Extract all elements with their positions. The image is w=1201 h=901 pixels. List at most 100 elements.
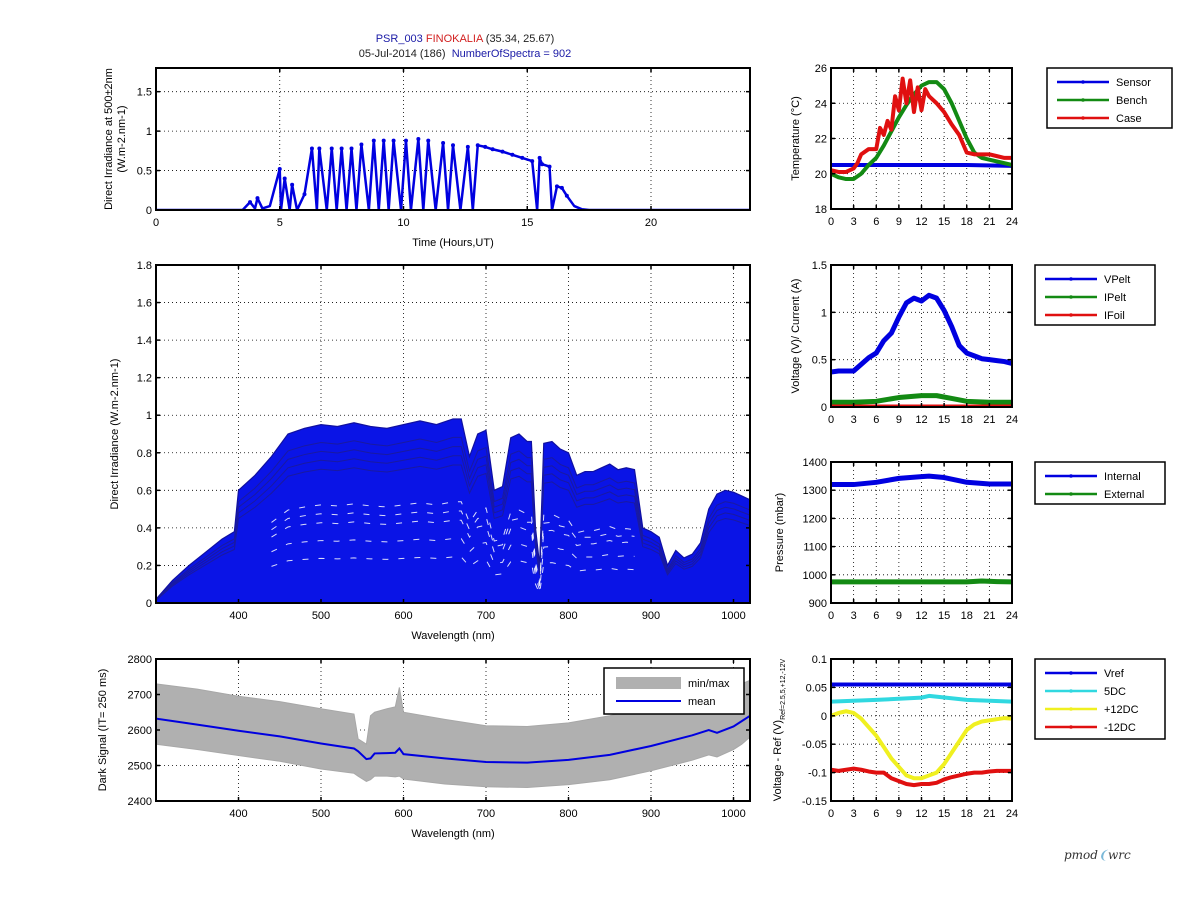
tick-label-y: 0.8 <box>137 448 152 460</box>
data-point <box>349 146 354 151</box>
y-axis-label: Direct Irradiance at 500±2nm <box>103 68 115 210</box>
legend-marker <box>1069 725 1073 729</box>
instrument-name: PSR_003 <box>375 33 423 45</box>
plot-area <box>156 418 750 603</box>
tick-label-x: 0 <box>828 610 834 622</box>
data-point <box>559 185 564 190</box>
legend: min/max mean <box>603 667 745 715</box>
data-point <box>540 162 545 167</box>
tick-label-x: 800 <box>559 610 577 622</box>
series-line-5dc <box>831 693 1012 704</box>
pmod-wrc-logo: pmod❨wrc <box>1064 848 1131 862</box>
data-point <box>500 149 505 154</box>
tick-label-y: 0.2 <box>137 560 152 572</box>
tick-label-y: 18 <box>815 204 827 216</box>
tick-label-x: 15 <box>938 610 950 622</box>
chart-dark: 400 500 600 700 800 900 1000 2400 2500 2600 2700 28… <box>97 654 751 840</box>
data-point <box>317 146 322 151</box>
spectrum-gap-line <box>271 519 635 587</box>
legend-label: Sensor <box>1116 77 1151 89</box>
site-coords: (35.34, 25.67) <box>485 33 555 45</box>
legend-marker <box>1081 80 1085 84</box>
series-line--12dc <box>831 709 1012 781</box>
tick-label-y: 1000 <box>803 570 827 582</box>
data-point <box>403 138 408 143</box>
data-point <box>441 140 446 145</box>
tick-label-y: 1.5 <box>137 87 152 99</box>
tick-label-x: 15 <box>938 216 950 228</box>
tick-label-x: 21 <box>983 216 995 228</box>
tick-label-y: 1 <box>146 410 152 422</box>
series-line-mean <box>156 714 750 764</box>
tick-label-x: 9 <box>896 610 902 622</box>
axes-box <box>155 264 751 604</box>
legend-label: External <box>1104 489 1144 501</box>
figure-title-line2: 05-Jul-2014 (186) NumberOfSpectra = 902 <box>0 48 930 60</box>
y-axis-label-subscript: Ref=2.5,5,+12,-12V <box>780 658 787 719</box>
tick-label-y: 24 <box>815 98 827 110</box>
spectrum-line <box>156 446 750 601</box>
tick-label-y: 1.6 <box>137 298 152 310</box>
data-point <box>564 193 569 198</box>
tick-label-x: 400 <box>229 808 247 820</box>
tick-label-y: -0.1 <box>808 768 827 780</box>
tick-label-x: 12 <box>915 610 927 622</box>
tick-label-x: 1000 <box>721 610 745 622</box>
chart-spectra: 400 500 600 700 800 900 1000 0 0.2 0.4 0.6 0.8 1 1.2 1… <box>109 260 751 642</box>
tick-label-x: 900 <box>642 610 660 622</box>
tick-label-y: 26 <box>815 63 827 75</box>
series-line-ipelt <box>831 393 1012 405</box>
tick-label-x: 20 <box>645 217 657 229</box>
y-axis-label: Voltage (V)/ Current (A) <box>790 279 802 394</box>
data-point <box>371 138 376 143</box>
tick-label-y: 0.5 <box>137 166 152 178</box>
logo-right: wrc <box>1108 848 1131 862</box>
chart-voltage_current: 0 3 6 9 12 15 18 21 24 0 0.5 1 1.5 Voltage (V)/ Curre… <box>790 260 1156 426</box>
tick-label-x: 18 <box>961 610 973 622</box>
x-axis-label: Wavelength (nm) <box>411 630 494 642</box>
data-point <box>451 143 455 148</box>
tick-label-x: 700 <box>477 808 495 820</box>
legend-marker <box>1081 98 1085 102</box>
plot-area <box>831 76 1012 182</box>
series-line-internal <box>831 473 1012 488</box>
tick-label-x: 3 <box>851 808 857 820</box>
plot-area <box>156 137 750 210</box>
ticks: 400 500 600 700 800 900 1000 0 0.2 0.4 0.6 0.8 1 1.2 1… <box>137 260 750 622</box>
spectrum-line <box>156 455 750 601</box>
series-line-sensor <box>831 162 1012 168</box>
legend-label: Internal <box>1104 471 1141 483</box>
tick-label-y: 2600 <box>128 725 152 737</box>
plot-area <box>831 292 1012 407</box>
series-line-irradiance-500nm <box>156 137 750 210</box>
y-axis-label: Temperature (°C) <box>790 96 802 180</box>
tick-label-x: 6 <box>873 610 879 622</box>
tick-label-x: 600 <box>394 808 412 820</box>
spectrum-gap-line <box>271 510 635 585</box>
legend-swatch-minmax <box>616 677 681 689</box>
tick-label-x: 900 <box>642 808 660 820</box>
tick-label-x: 9 <box>896 216 902 228</box>
legend-label: Bench <box>1116 95 1147 107</box>
data-point <box>547 164 552 169</box>
tick-label-x: 6 <box>873 414 879 426</box>
data-point <box>537 155 542 160</box>
tick-label-x: 15 <box>521 217 533 229</box>
data-point <box>277 166 282 171</box>
ticks: 400 500 600 700 800 900 1000 2400 2500 2600 2700 28… <box>128 654 750 820</box>
tick-label-x: 3 <box>851 216 857 228</box>
y-axis-label: Dark Signal (IT= 250 ms) <box>97 669 109 792</box>
tick-label-x: 24 <box>1006 808 1018 820</box>
ticks: 0 5 10 15 20 0 0.5 1 1.5 <box>137 68 750 229</box>
tick-label-x: 800 <box>559 808 577 820</box>
tick-label-x: 24 <box>1006 610 1018 622</box>
data-point <box>302 192 307 197</box>
tick-label-y: 2800 <box>128 654 152 666</box>
grid <box>156 68 750 210</box>
tick-label-y: 0.1 <box>812 654 827 666</box>
tick-label-y: -0.15 <box>802 796 827 808</box>
data-point <box>290 182 295 187</box>
legend-marker <box>1069 671 1073 675</box>
tick-label-y: 2400 <box>128 796 152 808</box>
x-axis-label: Wavelength (nm) <box>411 828 494 840</box>
